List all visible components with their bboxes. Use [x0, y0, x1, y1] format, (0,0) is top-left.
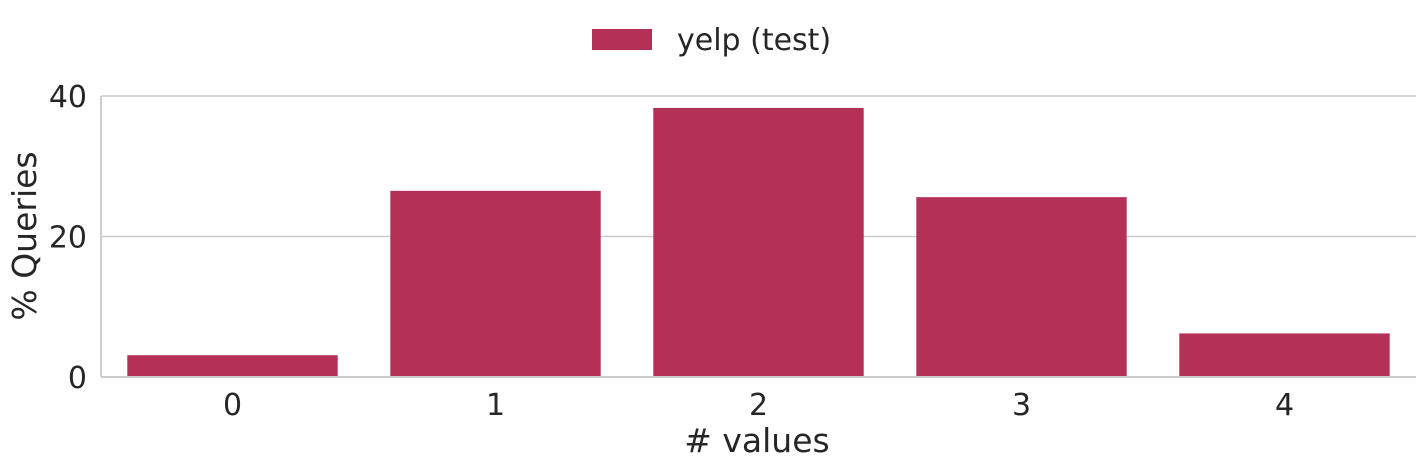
legend: yelp (test): [592, 23, 831, 58]
bar-2: [653, 107, 864, 377]
bar-1: [390, 190, 601, 377]
y-tick-label: 0: [68, 361, 87, 396]
legend-swatch: [592, 29, 652, 50]
x-axis-ticks: 0 1 2 3 4: [223, 388, 1294, 423]
bar-0: [127, 355, 338, 377]
x-tick-label: 2: [749, 388, 768, 423]
bar-3: [916, 197, 1127, 377]
bar-4: [1179, 333, 1390, 377]
y-tick-label: 40: [49, 80, 87, 115]
x-tick-label: 1: [486, 388, 505, 423]
x-tick-label: 0: [223, 388, 242, 423]
y-axis-ticks: 0 20 40: [49, 80, 87, 396]
bars: [127, 107, 1390, 377]
x-tick-label: 3: [1012, 388, 1031, 423]
y-tick-label: 20: [49, 221, 87, 256]
x-tick-label: 4: [1275, 388, 1294, 423]
y-axis-label: % Queries: [5, 151, 44, 320]
x-axis-label: # values: [684, 421, 829, 460]
legend-label: yelp (test): [677, 23, 831, 58]
